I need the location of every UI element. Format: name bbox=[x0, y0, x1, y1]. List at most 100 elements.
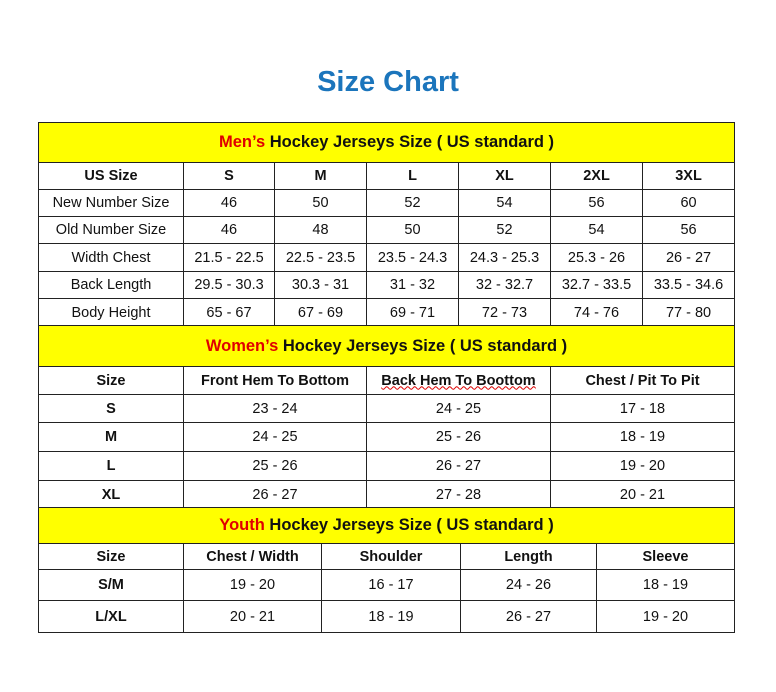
women-section-heading: Women’s Hockey Jerseys Size ( US standar… bbox=[37, 325, 736, 367]
table-cell: 25 - 26 bbox=[366, 422, 551, 452]
column-header-label: L bbox=[408, 168, 417, 184]
table-cell: 20 - 21 bbox=[549, 480, 736, 509]
row-label: XL bbox=[38, 480, 184, 509]
column-header: Sleeve bbox=[595, 543, 736, 570]
table-cell: 23.5 - 24.3 bbox=[366, 243, 459, 272]
youth-size-table: Youth Hockey Jerseys Size ( US standard … bbox=[37, 507, 736, 633]
column-header: Size bbox=[38, 366, 184, 395]
column-header: Length bbox=[460, 543, 597, 570]
heading-highlight: Men’s bbox=[219, 133, 266, 151]
column-header-label: Back Hem To Boottom bbox=[381, 372, 536, 389]
heading-highlight: Women’s bbox=[205, 336, 279, 355]
column-header-label: Front Hem To Bottom bbox=[201, 372, 349, 389]
column-header: XL bbox=[458, 162, 551, 190]
column-header-label: Sleeve bbox=[642, 548, 689, 565]
table-cell: 46 bbox=[183, 189, 275, 217]
table-cell: 52 bbox=[458, 216, 551, 244]
column-header: Chest / Width bbox=[183, 543, 322, 570]
table-cell: 46 bbox=[183, 216, 275, 244]
table-cell: 54 bbox=[550, 216, 643, 244]
table-cell: 25 - 26 bbox=[183, 451, 367, 481]
table-row: Width Chest 21.5 - 22.5 22.5 - 23.5 23.5 - … bbox=[38, 243, 736, 272]
table-cell: 18 - 19 bbox=[549, 422, 736, 452]
table-cell: 16 - 17 bbox=[321, 569, 461, 601]
column-header-label: M bbox=[314, 168, 327, 184]
heading-text: Hockey Jerseys Size ( US standard ) bbox=[278, 336, 568, 355]
table-row: Back Length 29.5 - 30.3 30.3 - 31 31 - 32 32… bbox=[38, 271, 736, 299]
youth-section-heading: Youth Hockey Jerseys Size ( US standard … bbox=[37, 507, 736, 544]
table-cell: 24 - 26 bbox=[460, 569, 597, 601]
table-cell: 29.5 - 30.3 bbox=[183, 271, 275, 299]
column-header: 2XL bbox=[550, 162, 643, 190]
table-cell: 56 bbox=[550, 189, 643, 217]
table-cell: 32 - 32.7 bbox=[458, 271, 551, 299]
table-cell: 26 - 27 bbox=[183, 480, 367, 509]
table-cell: 17 - 18 bbox=[549, 394, 736, 423]
table-cell: 60 bbox=[641, 189, 736, 217]
heading-text: Hockey Jerseys Size ( US standard ) bbox=[264, 516, 554, 534]
table-cell: 74 - 76 bbox=[550, 298, 643, 327]
row-label: M bbox=[38, 422, 184, 452]
table-cell: 20 - 21 bbox=[183, 600, 322, 633]
row-label: Old Number Size bbox=[38, 216, 184, 244]
table-row: M 24 - 25 25 - 26 18 - 19 bbox=[38, 422, 736, 452]
table-cell: 26 - 27 bbox=[460, 600, 597, 633]
column-header: US Size bbox=[38, 162, 184, 190]
column-header: Size bbox=[38, 543, 184, 570]
row-label: Back Length bbox=[38, 271, 184, 299]
table-cell: 72 - 73 bbox=[458, 298, 551, 327]
column-header-label: Shoulder bbox=[359, 548, 423, 565]
table-cell: 32.7 - 33.5 bbox=[550, 271, 643, 299]
table-row: New Number Size 46 50 52 54 56 60 bbox=[38, 189, 736, 217]
column-header: 3XL bbox=[641, 162, 736, 190]
table-cell: 18 - 19 bbox=[321, 600, 461, 633]
column-header: Front Hem To Bottom bbox=[183, 366, 367, 395]
table-cell: 30.3 - 31 bbox=[274, 271, 367, 299]
row-label: L bbox=[38, 451, 184, 481]
column-header-label: 2XL bbox=[583, 168, 610, 184]
row-label: S/M bbox=[38, 569, 184, 601]
table-cell: 67 - 69 bbox=[274, 298, 367, 327]
column-header: M bbox=[274, 162, 367, 190]
column-header-label: Chest / Pit To Pit bbox=[585, 372, 700, 389]
mens-size-table: Men’s Hockey Jerseys Size ( US standard … bbox=[37, 122, 736, 327]
column-header-label: Size bbox=[96, 548, 126, 565]
table-cell: 24 - 25 bbox=[183, 422, 367, 452]
table-cell: 25.3 - 26 bbox=[550, 243, 643, 272]
table-cell: 22.5 - 23.5 bbox=[274, 243, 367, 272]
table-cell: 54 bbox=[458, 189, 551, 217]
table-cell: 24.3 - 25.3 bbox=[458, 243, 551, 272]
row-label: S bbox=[38, 394, 184, 423]
table-cell: 24 - 25 bbox=[366, 394, 551, 423]
table-cell: 26 - 27 bbox=[366, 451, 551, 481]
row-label: L/XL bbox=[38, 600, 184, 633]
table-row: Body Height 65 - 67 67 - 69 69 - 71 72 - 73 7… bbox=[38, 298, 736, 327]
table-row: L/XL 20 - 21 18 - 19 26 - 27 19 - 20 bbox=[38, 600, 736, 633]
table-cell: 33.5 - 34.6 bbox=[641, 271, 736, 299]
table-cell: 50 bbox=[366, 216, 459, 244]
table-cell: 21.5 - 22.5 bbox=[183, 243, 275, 272]
table-row: Old Number Size 46 48 50 52 54 56 bbox=[38, 216, 736, 244]
page-title: Size Chart bbox=[317, 66, 459, 98]
table-cell: 26 - 27 bbox=[641, 243, 736, 272]
table-cell: 56 bbox=[641, 216, 736, 244]
table-row: S 23 - 24 24 - 25 17 - 18 bbox=[38, 394, 736, 423]
table-cell: 50 bbox=[274, 189, 367, 217]
women-header-row: Size Front Hem To Bottom Back Hem To Boott… bbox=[38, 366, 736, 395]
table-cell: 77 - 80 bbox=[641, 298, 736, 327]
table-cell: 65 - 67 bbox=[183, 298, 275, 327]
men-section-heading: Men’s Hockey Jerseys Size ( US standard … bbox=[37, 122, 736, 163]
table-cell: 52 bbox=[366, 189, 459, 217]
table-cell: 19 - 20 bbox=[183, 569, 322, 601]
table-cell: 18 - 19 bbox=[595, 569, 736, 601]
column-header-label: US Size bbox=[84, 168, 138, 184]
row-label: Body Height bbox=[38, 298, 184, 327]
column-header-label: S bbox=[224, 168, 234, 184]
youth-header-row: Size Chest / Width Shoulder Length Sleeve bbox=[38, 543, 736, 570]
column-header: Shoulder bbox=[321, 543, 461, 570]
column-header-label: XL bbox=[495, 168, 514, 184]
table-cell: 19 - 20 bbox=[549, 451, 736, 481]
row-label: Width Chest bbox=[38, 243, 184, 272]
table-cell: 19 - 20 bbox=[595, 600, 736, 633]
column-header: Back Hem To Boottom bbox=[366, 366, 551, 395]
